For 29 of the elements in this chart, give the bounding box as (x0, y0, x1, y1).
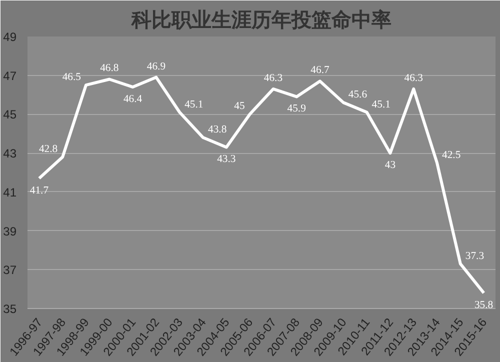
y-tick-label: 45 (3, 108, 17, 122)
data-label: 45.1 (184, 99, 204, 110)
data-label: 46.4 (123, 94, 143, 106)
data-label: 35.8 (474, 300, 494, 311)
data-label: 41.7 (30, 185, 50, 196)
data-label: 43.8 (208, 124, 227, 136)
y-tick-label: 47 (3, 68, 17, 83)
data-label: 42.5 (442, 150, 461, 161)
data-label: 46.5 (62, 72, 82, 84)
data-label: 42.8 (38, 144, 58, 155)
chart-title: 科比职业生涯历年投篮命中率 (130, 8, 392, 32)
y-tick-label: 49 (3, 30, 17, 44)
data-label: 45.9 (287, 104, 306, 115)
data-label: 46.3 (404, 72, 423, 84)
y-tick-label: 35 (3, 302, 17, 316)
data-label: 43.3 (217, 154, 236, 166)
data-label: 45.1 (372, 99, 390, 110)
data-label: 46.8 (100, 63, 119, 74)
data-label: 45.6 (348, 90, 368, 101)
data-label: 46.7 (310, 65, 330, 76)
data-label: 43 (384, 160, 396, 172)
data-label: 46.9 (146, 61, 166, 72)
data-label: 45 (234, 101, 245, 112)
y-tick-label: 41 (3, 185, 17, 200)
y-tick-label: 43 (3, 146, 17, 161)
y-tick-label: 39 (3, 224, 17, 238)
y-tick-label: 37 (3, 263, 17, 278)
data-label: 37.3 (465, 250, 484, 262)
data-label: 46.3 (264, 72, 283, 84)
